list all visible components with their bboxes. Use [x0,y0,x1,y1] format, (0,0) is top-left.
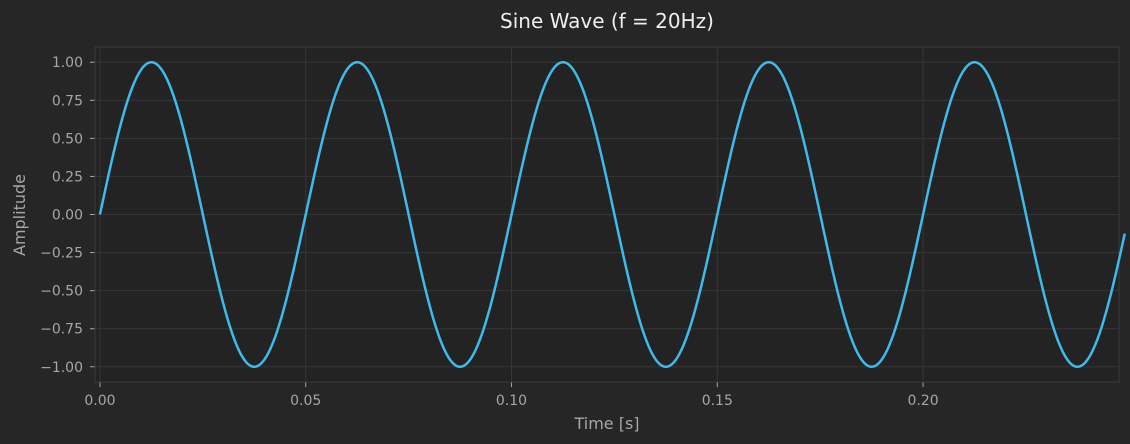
y-tick-label: 0.50 [52,131,83,147]
chart-title: Sine Wave (f = 20Hz) [500,9,714,33]
axes: 0.00 0.05 0.10 0.15 0.20 1.00 0.75 0.50 0.25 0.00… [40,46,1120,409]
plot-frame [94,46,1120,383]
x-tick-label: 0.00 [84,393,115,409]
x-tick-label: 0.20 [908,393,939,409]
y-tick-label: 1.00 [52,55,83,71]
x-tick-label: 0.10 [496,393,527,409]
grid [95,47,1119,382]
y-tick-label: 0.75 [52,93,83,109]
y-tick-label: −0.75 [40,322,83,338]
y-axis-label: Amplitude [10,174,29,256]
y-tick-label: −0.50 [40,284,83,300]
y-tick-label: 0.25 [52,169,83,185]
y-tick-label: −0.25 [40,246,83,262]
y-tick-label: −1.00 [40,360,83,376]
x-tick-label: 0.15 [702,393,733,409]
x-tick-label: 0.05 [290,393,321,409]
sine-wave-line [98,60,1126,369]
x-axis-label: Time [s] [573,414,639,433]
y-tick-label: 0.00 [52,208,83,224]
